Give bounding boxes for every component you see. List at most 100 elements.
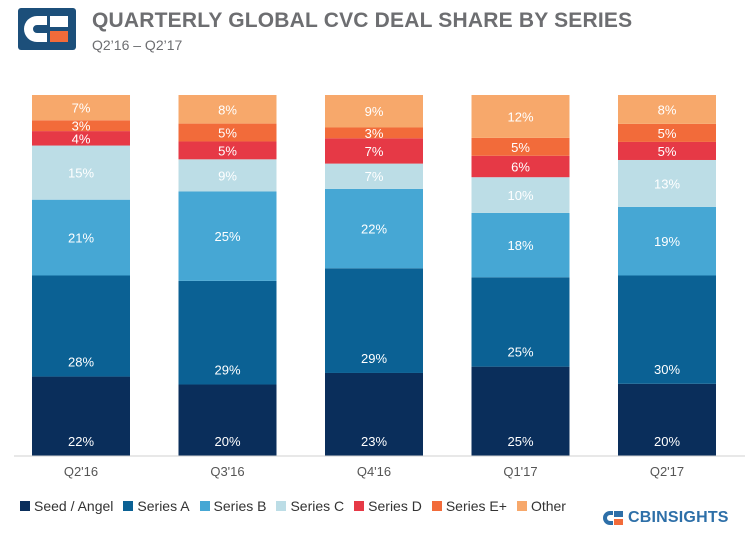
data-label-seed-angel: 22% — [68, 434, 94, 449]
legend-swatch — [199, 501, 210, 511]
legend-label: Series C — [290, 498, 345, 514]
data-label-series-e: 5% — [658, 126, 677, 141]
bar-segment-series-c — [618, 159, 716, 207]
legend-item-other: Other — [516, 498, 566, 514]
legend-item-series-c: Series C — [276, 498, 344, 514]
legend-item-series-b: Series B — [199, 498, 267, 514]
chart-title: QUARTERLY GLOBAL CVC DEAL SHARE BY SERIE… — [92, 9, 633, 32]
data-label-series-d: 6% — [511, 159, 530, 174]
data-label-seed-angel: 20% — [654, 434, 680, 449]
legend-item-series-e: Series E+ — [431, 498, 507, 514]
bar-segment-series-b — [618, 206, 716, 276]
bar-segment-series-e — [471, 137, 570, 156]
legend-label: Series D — [368, 498, 422, 514]
legend-label: Other — [530, 498, 566, 514]
data-label-series-d: 5% — [658, 144, 677, 159]
x-tick-label: Q4'16 — [357, 464, 391, 479]
bar-segment-series-e — [178, 123, 277, 142]
bar-segment-other — [178, 95, 277, 124]
data-label-series-e: 3% — [365, 126, 384, 141]
data-label-series-a: 30% — [654, 362, 680, 377]
data-label-series-d: 4% — [72, 131, 91, 146]
data-label-other: 8% — [658, 102, 677, 117]
bar-segment-series-c — [325, 163, 423, 189]
legend-label: Seed / Angel — [34, 498, 114, 514]
bar-segment-series-a — [325, 268, 423, 373]
bar-segment-series-d — [471, 155, 570, 178]
chart-legend: Seed / Angel Series A Series B Series C Seri… — [20, 498, 576, 514]
data-label-series-c: 9% — [218, 168, 237, 183]
bar-segment-series-d — [325, 138, 423, 164]
data-label-series-e: 5% — [218, 126, 237, 141]
bar-segment-series-d — [178, 141, 277, 160]
bar-segment-series-b — [32, 199, 130, 276]
bar-segment-series-a — [471, 277, 570, 367]
legend-item-series-a: Series A — [123, 498, 190, 514]
bar-segment-series-b — [325, 188, 423, 269]
legend-item-seed-angel: Seed / Angel — [20, 498, 113, 514]
data-label-other: 7% — [72, 101, 91, 116]
data-label-series-c: 10% — [507, 188, 533, 203]
data-label-series-a: 25% — [507, 345, 533, 360]
cb-insights-brand: CBINSIGHTS — [602, 509, 729, 527]
bar-segment-series-b — [178, 191, 277, 281]
data-label-series-d: 7% — [365, 144, 384, 159]
legend-item-series-d: Series D — [354, 498, 422, 514]
bar-segment-series-d — [618, 141, 716, 160]
data-label-series-c: 15% — [68, 166, 94, 181]
bar-segment-series-e — [325, 127, 423, 139]
data-label-series-a: 28% — [68, 355, 94, 370]
bar-segment-series-c — [471, 177, 570, 213]
bar-segment-series-b — [471, 212, 570, 278]
legend-swatch — [276, 501, 287, 511]
bar-segment-series-c — [32, 145, 130, 200]
bar-segment-series-a — [618, 275, 716, 384]
x-tick-label: Q2'17 — [650, 464, 684, 479]
bar-segment-seed-angel — [618, 383, 716, 456]
data-label-series-a: 29% — [214, 363, 240, 378]
data-label-seed-angel: 20% — [214, 434, 240, 449]
data-label-series-c: 13% — [654, 176, 680, 191]
stacked-bar-chart: 22%28%21%15%4%3%7%20%29%25%9%5%5%8%23%29… — [14, 95, 745, 479]
bar-segment-series-a — [178, 280, 277, 385]
legend-label: Series A — [137, 498, 190, 514]
cb-insights-logo-icon — [18, 8, 76, 50]
bar-segment-other — [471, 95, 570, 138]
bar-segment-series-e — [32, 120, 130, 132]
legend-swatch — [354, 501, 365, 511]
cb-brand-icon — [603, 511, 623, 525]
data-label-other: 9% — [365, 104, 384, 119]
data-label-series-e: 3% — [72, 119, 91, 134]
bar-segment-seed-angel — [178, 384, 277, 456]
x-tick-label: Q2'16 — [64, 464, 98, 479]
data-label-series-d: 5% — [218, 143, 237, 158]
legend-swatch — [123, 501, 134, 511]
x-tick-label: Q3'16 — [210, 464, 244, 479]
data-label-series-c: 7% — [365, 169, 384, 184]
bar-segment-other — [618, 95, 716, 124]
data-label-series-b: 25% — [214, 229, 240, 244]
bar-segment-seed-angel — [471, 366, 570, 456]
legend-swatch — [516, 501, 527, 511]
bar-segment-series-a — [32, 275, 130, 377]
data-label-seed-angel: 25% — [507, 434, 533, 449]
data-label-series-b: 18% — [507, 238, 533, 253]
data-label-series-b: 22% — [361, 222, 387, 237]
data-label-other: 12% — [507, 109, 533, 124]
bar-segment-series-e — [618, 123, 716, 142]
legend-swatch — [431, 501, 442, 511]
bar-segment-other — [325, 95, 423, 128]
bar-segment-seed-angel — [325, 372, 423, 456]
data-label-series-a: 29% — [361, 351, 387, 366]
legend-swatch — [20, 501, 30, 511]
data-label-series-e: 5% — [511, 140, 530, 155]
x-tick-label: Q1'17 — [503, 464, 537, 479]
chart-subtitle: Q2’16 – Q2’17 — [92, 37, 183, 53]
data-label-seed-angel: 23% — [361, 434, 387, 449]
bar-segment-series-d — [32, 131, 130, 146]
data-label-other: 8% — [218, 102, 237, 117]
bar-segment-seed-angel — [32, 376, 130, 456]
legend-label: Series B — [213, 498, 267, 514]
bar-segment-other — [32, 95, 130, 121]
data-label-series-b: 19% — [654, 234, 680, 249]
